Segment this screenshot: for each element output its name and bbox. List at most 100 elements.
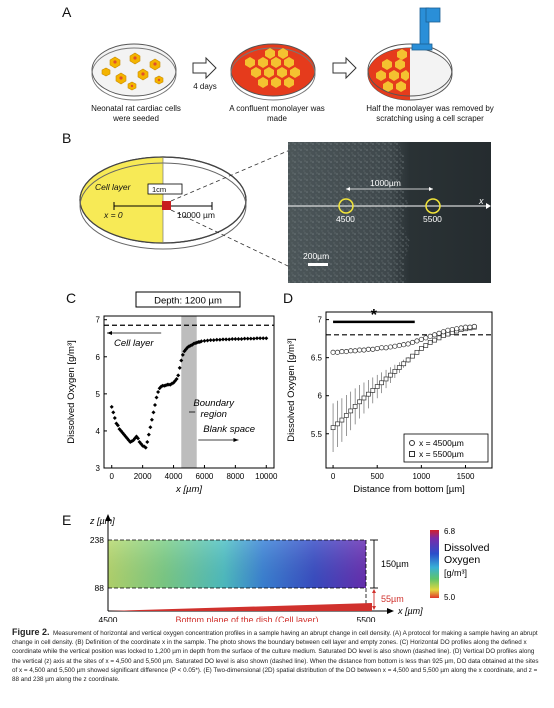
- data-point-square: [339, 417, 345, 423]
- data-point-circle: [418, 336, 424, 342]
- colorbar-top-tick: 6.8: [444, 527, 456, 536]
- colorbar-bottom-tick: 5.0: [444, 593, 456, 602]
- colorbar: [430, 530, 439, 598]
- x-zero-label: x = 0: [104, 210, 123, 220]
- y-axis-label: Dissolved Oxygen [g/m³]: [286, 338, 297, 441]
- y-tick-label: 5.5: [311, 430, 323, 439]
- data-point: [236, 336, 241, 341]
- data-point-square: [410, 353, 415, 359]
- data-point: [187, 344, 191, 349]
- panel-a-letter: A: [62, 4, 72, 20]
- data-point-circle: [445, 327, 451, 333]
- data-point-circle: [462, 324, 469, 330]
- x-tick-label: 0: [110, 472, 115, 481]
- data-point-circle: [409, 339, 416, 345]
- data-point-square: [348, 408, 354, 414]
- data-point-square: [357, 399, 362, 405]
- dish-scratched: [367, 7, 453, 101]
- gap-arrow-up: [372, 589, 376, 593]
- data-point-circle: [330, 349, 336, 355]
- chart-c-title: Depth: 1200 µm: [154, 296, 222, 307]
- blank-space-arrowhead: [233, 438, 239, 442]
- significance-star: *: [371, 307, 378, 324]
- colorbar-label-2: Oxygen: [444, 554, 480, 566]
- x-tick-label: 8000: [226, 472, 244, 481]
- data-point: [156, 390, 161, 394]
- data-point-circle: [374, 345, 380, 352]
- data-point-square: [401, 361, 407, 367]
- data-point-square: [361, 395, 367, 401]
- x-axis-label: Distance from bottom [µm]: [353, 484, 465, 495]
- data-point: [251, 336, 256, 341]
- legend-marker-circle: [409, 440, 415, 446]
- data-point: [153, 402, 157, 407]
- data-point-square: [330, 425, 336, 431]
- data-point: [112, 415, 117, 420]
- data-point: [242, 336, 247, 341]
- data-point-square: [405, 357, 411, 363]
- data-point-circle: [339, 349, 345, 355]
- x-tick-label: 0: [331, 472, 336, 481]
- data-point-circle: [383, 345, 389, 351]
- x-axis-label: x [µm]: [397, 606, 423, 616]
- data-point: [261, 336, 266, 341]
- heatmap-shading: [108, 540, 366, 588]
- data-point-square: [335, 421, 340, 427]
- legend-series-1: x = 4500µm: [419, 438, 464, 448]
- data-point-circle: [348, 348, 354, 354]
- data-point: [142, 444, 147, 449]
- figure-caption: Figure 2. Measurement of horizontal and …: [12, 627, 542, 684]
- data-point: [174, 377, 179, 382]
- data-point: [145, 440, 150, 445]
- data-point: [199, 339, 204, 344]
- cell-layer-label: Cell layer: [95, 182, 131, 192]
- data-point: [248, 336, 253, 341]
- data-point-square: [427, 340, 433, 345]
- data-point-square: [423, 343, 429, 348]
- data-point: [109, 404, 114, 409]
- legend-box: [403, 433, 489, 463]
- cell-layer-arrowhead: [107, 331, 112, 335]
- x-tick-label: 2000: [134, 472, 152, 481]
- data-point: [205, 338, 210, 343]
- data-point-square: [366, 391, 371, 397]
- data-point: [182, 349, 187, 354]
- dish-confluent: [230, 43, 316, 101]
- data-point: [214, 337, 219, 342]
- data-point: [227, 337, 232, 342]
- panel-d-letter: D: [283, 290, 294, 306]
- bottom-plane: [108, 603, 372, 611]
- data-point-square: [388, 372, 393, 378]
- y-axis-label: Dissolved Oxygen [g/m³]: [66, 340, 77, 443]
- data-point-circle: [361, 347, 367, 353]
- annotation-boundary-region-1: Boundary: [193, 398, 235, 409]
- data-point: [159, 384, 164, 389]
- data-point: [111, 410, 116, 415]
- gap-arrow-down: [372, 606, 376, 610]
- data-point: [191, 341, 196, 346]
- bottom-plane-label: Bottom plane of the dish (Cell layer): [175, 615, 318, 622]
- legend-marker-square: [409, 451, 415, 457]
- caption-text: Measurement of horizontal and vertical o…: [12, 630, 539, 684]
- data-point: [179, 358, 184, 363]
- boundary-region-shade: [181, 316, 197, 468]
- x-tick-label: 1000: [412, 472, 430, 481]
- panel-b-dish: [79, 149, 291, 268]
- data-point-circle: [357, 347, 363, 353]
- span-label: 150µm: [381, 559, 409, 569]
- data-point: [131, 438, 136, 443]
- data-point: [176, 373, 181, 378]
- z-axis-arrowhead: [105, 514, 111, 521]
- data-point: [211, 338, 216, 343]
- data-point-circle: [392, 343, 398, 349]
- annotation-boundary-region-2: region: [201, 409, 227, 420]
- x-axis-label: x [µm]: [175, 484, 202, 495]
- data-point: [125, 436, 130, 441]
- title-box: [135, 291, 241, 308]
- step3-label: Half the monolayer was removed by scratc…: [366, 104, 494, 123]
- data-point-circle: [467, 324, 473, 330]
- data-point-circle: [396, 342, 402, 349]
- data-point-square: [432, 337, 437, 343]
- data-point-square: [396, 365, 402, 370]
- caption-label: Figure 2.: [12, 627, 50, 637]
